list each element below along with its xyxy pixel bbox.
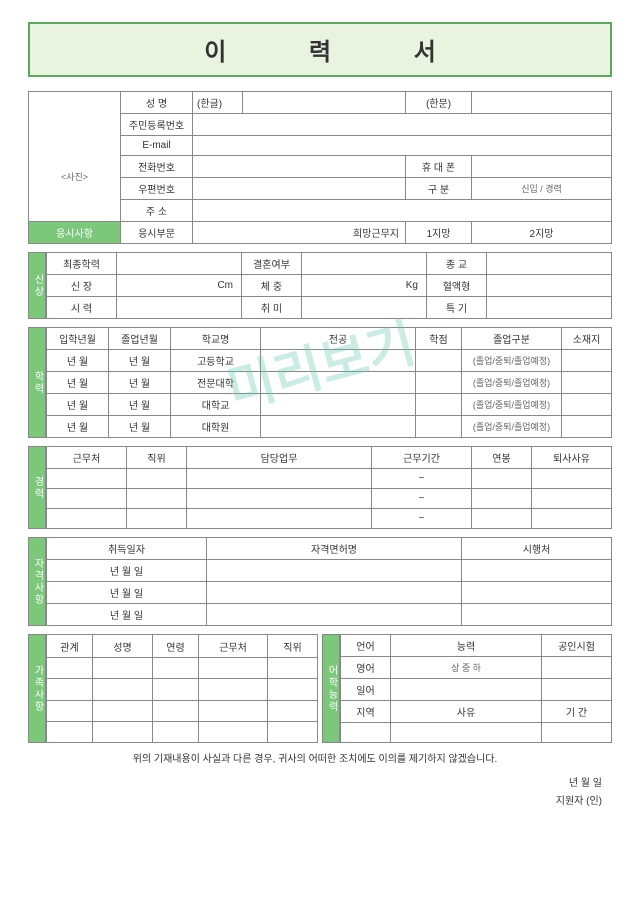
basic-info-table: <사진> 성 명 (한글) (한문) 주민등록번호 E-mail 전화번호 휴 … — [28, 91, 612, 244]
family-row[interactable] — [47, 679, 318, 700]
email-val[interactable] — [193, 136, 612, 156]
lang-header-row: 언어능력공인시험 — [341, 635, 612, 657]
family-header-row: 관계성명연령 근무처직위 — [47, 635, 318, 658]
marriage-val[interactable] — [302, 253, 427, 275]
family-lang-section: 가족사항 관계성명연령 근무처직위 어학능력 언어능력공인시험 영어상 중 하 … — [28, 634, 612, 743]
apply-label: 응시사항 — [29, 222, 121, 244]
mobile-label: 휴 대 폰 — [406, 156, 472, 178]
mobile-val[interactable] — [472, 156, 612, 178]
career-header-row: 근무처직위담당업무 근무기간연봉퇴사사유 — [47, 447, 612, 469]
zip-val[interactable] — [193, 178, 406, 200]
height-label: 신 장 — [47, 275, 117, 297]
hobby-label: 취 미 — [242, 297, 302, 319]
zip-label: 우편번호 — [121, 178, 193, 200]
phone-label: 전화번호 — [121, 156, 193, 178]
ssn-label: 주민등록번호 — [121, 114, 193, 136]
weight-val[interactable]: Kg — [302, 275, 427, 297]
page-title: 이 력 서 — [166, 39, 474, 66]
marriage-label: 결혼여부 — [242, 253, 302, 275]
family-row[interactable] — [47, 700, 318, 721]
email-label: E-mail — [121, 136, 193, 156]
blood-label: 혈액형 — [427, 275, 487, 297]
eyesight-val[interactable] — [117, 297, 242, 319]
eyesight-label: 시 력 — [47, 297, 117, 319]
edu-row[interactable]: 년 월년 월대학교(졸업/중퇴/졸업예정) — [47, 394, 612, 416]
special-label: 특 기 — [427, 297, 487, 319]
family-row[interactable] — [47, 658, 318, 679]
addr-val[interactable] — [193, 200, 612, 222]
cert-tab: 자격사항 — [28, 537, 46, 626]
career-row[interactable]: ~ — [47, 489, 612, 509]
lang-tab: 어학능력 — [322, 634, 340, 743]
career-section: 경력 근무처직위담당업무 근무기간연봉퇴사사유 ~ ~ ~ — [28, 446, 612, 529]
name-label: 성 명 — [121, 92, 193, 114]
career-row[interactable]: ~ — [47, 509, 612, 529]
edu-final-val[interactable] — [117, 253, 242, 275]
apply-field-val[interactable]: 희망근무지 — [193, 222, 406, 244]
weight-label: 체 중 — [242, 275, 302, 297]
ssn-val[interactable] — [193, 114, 612, 136]
title-box: 이 력 서 — [28, 22, 612, 77]
hanmun-label: (한문) — [406, 92, 472, 114]
edu-final-label: 최종학력 — [47, 253, 117, 275]
cert-section: 자격사항 취득일자자격면허명시행처 년 월 일 년 월 일 년 월 일 — [28, 537, 612, 626]
hobby-val[interactable] — [302, 297, 427, 319]
special-val[interactable] — [487, 297, 612, 319]
lang-row-jp[interactable]: 일어 — [341, 679, 612, 701]
choice2-label[interactable]: 2지망 — [472, 222, 612, 244]
gubun-label: 구 분 — [406, 178, 472, 200]
edu-row[interactable]: 년 월년 월대학원(졸업/중퇴/졸업예정) — [47, 416, 612, 438]
education-section: 학력 입학년월졸업년월학교명 전공학점졸업구분소재지 년 월년 월고등학교(졸업… — [28, 327, 612, 438]
religion-val[interactable] — [487, 253, 612, 275]
family-row[interactable] — [47, 721, 318, 742]
lang-sub-header: 지역사유기 간 — [341, 701, 612, 723]
cert-header-row: 취득일자자격면허명시행처 — [47, 538, 612, 560]
applicant-sign: 지원자 (인) — [28, 793, 602, 811]
apply-field-label: 응시부문 — [121, 222, 193, 244]
name-hanmun-val[interactable] — [472, 92, 612, 114]
career-tab: 경력 — [28, 446, 46, 529]
cert-row[interactable]: 년 월 일 — [47, 582, 612, 604]
personal-tab: 신상 — [28, 252, 46, 319]
footer: 위의 기재내용이 사실과 다른 경우, 귀사의 어떠한 조치에도 이의를 제기하… — [28, 751, 612, 811]
cert-row[interactable]: 년 월 일 — [47, 604, 612, 626]
statement: 위의 기재내용이 사실과 다른 경우, 귀사의 어떠한 조치에도 이의를 제기하… — [28, 751, 602, 769]
career-row[interactable]: ~ — [47, 469, 612, 489]
edu-header-row: 입학년월졸업년월학교명 전공학점졸업구분소재지 — [47, 328, 612, 350]
cert-row[interactable]: 년 월 일 — [47, 560, 612, 582]
photo-cell: <사진> — [29, 92, 121, 222]
edu-row[interactable]: 년 월년 월전문대학(졸업/중퇴/졸업예정) — [47, 372, 612, 394]
hangul-label: (한글) — [193, 92, 243, 114]
gubun-val[interactable]: 신입 / 경력 — [472, 178, 612, 200]
lang-row-en[interactable]: 영어상 중 하 — [341, 657, 612, 679]
choice1-label: 1지망 — [406, 222, 472, 244]
name-hangul-val[interactable] — [243, 92, 406, 114]
personal-section: 신상 최종학력 결혼여부 종 교 신 장Cm 체 중Kg 혈액형 시 력 취 미… — [28, 252, 612, 319]
family-tab: 가족사항 — [28, 634, 46, 743]
blood-val[interactable] — [487, 275, 612, 297]
addr-label: 주 소 — [121, 200, 193, 222]
height-val[interactable]: Cm — [117, 275, 242, 297]
phone-val[interactable] — [193, 156, 406, 178]
sign-date: 년 월 일 — [28, 775, 602, 793]
education-tab: 학력 — [28, 327, 46, 438]
lang-sub-row[interactable] — [341, 723, 612, 743]
edu-row[interactable]: 년 월년 월고등학교(졸업/중퇴/졸업예정) — [47, 350, 612, 372]
religion-label: 종 교 — [427, 253, 487, 275]
